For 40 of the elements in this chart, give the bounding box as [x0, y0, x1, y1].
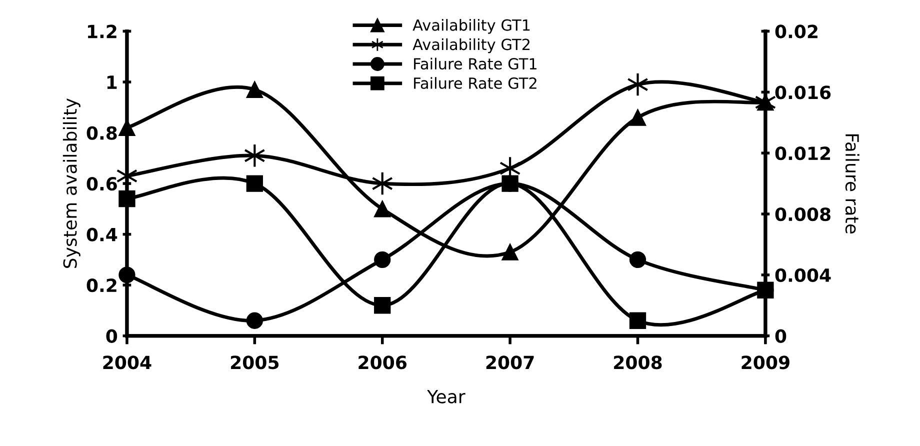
- y2-tick-label: 0.008: [775, 207, 830, 222]
- point: [372, 171, 394, 196]
- point: [374, 200, 391, 218]
- y-tick-label: 0.4: [86, 228, 118, 242]
- x-tick-label: 2006: [358, 356, 407, 370]
- point: [502, 175, 518, 192]
- x-tick-label: 2009: [742, 356, 790, 370]
- y-tick-label: 0.8: [86, 126, 117, 140]
- x-tick-label: 2008: [614, 356, 662, 370]
- y-tick-label: 0.2: [86, 278, 116, 292]
- point: [627, 72, 648, 97]
- y-axis-title: System availability: [62, 98, 80, 268]
- point: [374, 251, 391, 268]
- y2-tick-label: 0.016: [775, 86, 831, 100]
- point: [374, 297, 391, 314]
- legend-label: Availability GT1: [412, 19, 530, 34]
- y-tick-label: 0.6: [86, 176, 117, 191]
- y2-tick-label: 0: [775, 329, 786, 343]
- point: [629, 109, 646, 126]
- legend-label: Failure Rate GT2: [414, 77, 536, 89]
- y2-tick-label: 0.004: [775, 268, 831, 282]
- point: [244, 143, 266, 168]
- x-tick-label: 2004: [103, 356, 152, 370]
- y2-tick-label: 0.02: [775, 24, 818, 38]
- point: [629, 251, 646, 268]
- legend-label: Failure Rate GT1: [414, 58, 536, 70]
- x-axis-title: Year: [427, 390, 466, 404]
- legend-label: Availability GT2: [412, 38, 530, 54]
- point: [629, 312, 646, 329]
- point: [502, 244, 518, 260]
- y-tick-label: 1: [107, 76, 117, 89]
- point: [246, 312, 263, 329]
- y2-axis-title: Failure rate: [845, 134, 860, 234]
- x-tick-label: 2007: [486, 356, 534, 370]
- y-tick-label: 0: [106, 329, 118, 343]
- x-tick-label: 2005: [230, 356, 279, 370]
- point: [246, 81, 263, 98]
- y2-tick-label: 0.012: [775, 146, 830, 160]
- point: [246, 175, 263, 192]
- y-tick-label: 1.2: [88, 24, 116, 38]
